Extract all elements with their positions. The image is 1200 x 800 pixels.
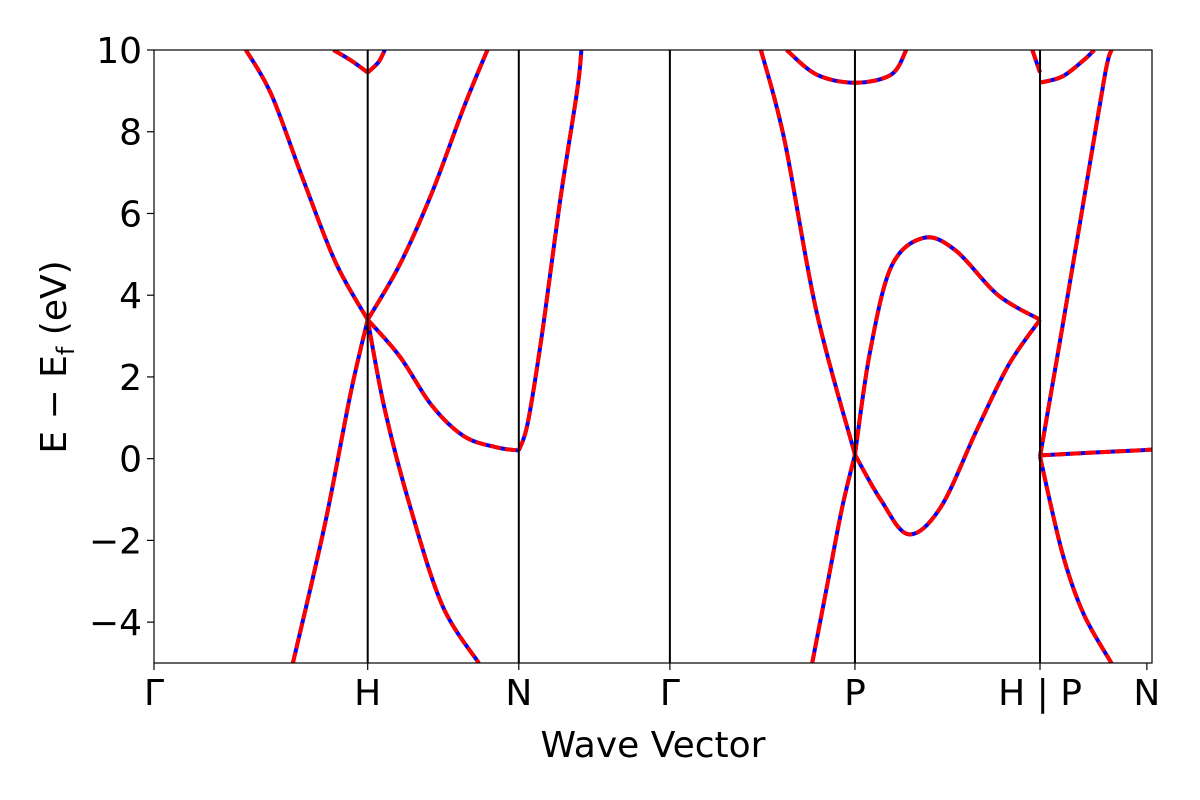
y-axis-title-tail: (eV): [34, 260, 75, 346]
band-8-over: [758, 50, 857, 456]
band-10-under: [852, 235, 1042, 455]
y-tick-label-5: 0: [119, 440, 142, 481]
y-tick-label-7: −4: [89, 603, 142, 644]
y-tick-label-1: 8: [119, 113, 142, 154]
band-11-over: [810, 454, 857, 663]
band-12-over: [785, 50, 909, 85]
x-tick-label-0: Γ: [144, 673, 164, 714]
x-tick-label-5: H | P: [998, 673, 1082, 714]
y-tick-label-3: 4: [119, 276, 142, 317]
high-symmetry-lines: [366, 50, 1042, 663]
x-tick-label-2: N: [505, 673, 532, 714]
y-tick-label-4: 2: [119, 358, 142, 399]
band-3-over: [365, 319, 481, 663]
x-axis-ticks: Γ H N Γ P H | P N: [144, 663, 1160, 714]
band-5-under: [516, 50, 584, 452]
band-9-over: [853, 318, 1042, 537]
x-axis-title: Wave Vector: [541, 725, 766, 766]
band-1-under: [365, 50, 490, 321]
band-0-under: [244, 50, 370, 321]
y-tick-label-0: 10: [96, 31, 142, 72]
band-16-over: [1039, 50, 1096, 85]
band-10-over: [852, 235, 1042, 455]
y-tick-label-6: −2: [89, 521, 142, 562]
y-tick-label-2: 6: [119, 194, 142, 235]
band-2-over: [290, 319, 370, 663]
x-tick-label-1: H: [354, 673, 381, 714]
x-tick-label-3: Γ: [660, 673, 680, 714]
band-8-under: [758, 50, 857, 456]
band-3-under: [365, 319, 481, 663]
band-7-over: [366, 50, 387, 74]
y-axis-title-subscript: f: [52, 346, 80, 355]
band-1-over: [365, 50, 490, 321]
y-axis-title: E − Ef (eV): [34, 260, 80, 453]
band-15-over: [1039, 447, 1152, 458]
y-axis-title-main: E − E: [34, 355, 75, 454]
band-16-under: [1039, 50, 1096, 85]
band-14-over: [1038, 456, 1114, 663]
x-tick-label-4: P: [844, 673, 866, 714]
band-0-over: [244, 50, 370, 321]
band-5-over: [516, 50, 584, 452]
band-6-over: [332, 50, 369, 75]
band-13-over: [1038, 50, 1114, 457]
y-axis-ticks: 10 8 6 4 2 0 −2 −4: [89, 31, 154, 644]
band-14-under: [1038, 456, 1114, 663]
band-4-over: [366, 318, 520, 453]
band-lines: [244, 50, 1152, 663]
x-tick-label-6: N: [1133, 673, 1160, 714]
plot-frame: [153, 49, 1153, 664]
